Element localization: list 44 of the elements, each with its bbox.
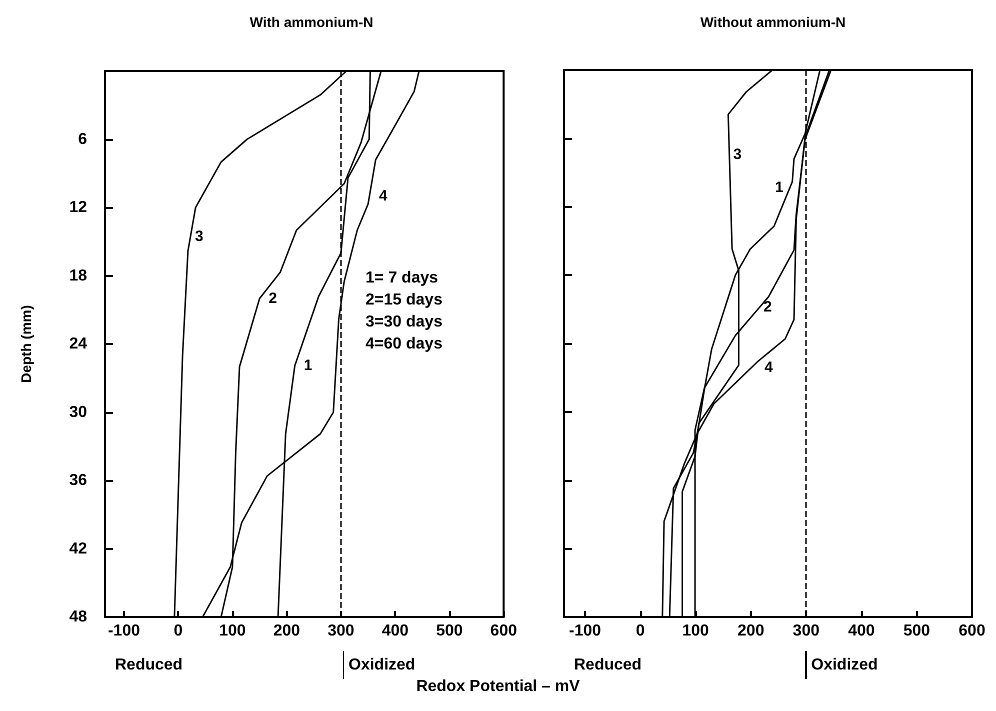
y-tick-label: 42: [69, 540, 88, 558]
x-tick-label: -100: [108, 622, 140, 640]
annotation: 4=60 days: [366, 336, 443, 352]
x-tick-label: 0: [174, 622, 183, 640]
text: Reduced: [115, 656, 183, 674]
y-tick-label: 24: [69, 336, 88, 352]
x-tick-label: 300: [328, 622, 354, 640]
annotation: 3=30 days: [366, 314, 443, 330]
y-tick-label: 30: [69, 404, 88, 421]
series-label: 3: [194, 228, 204, 246]
y-tick-label: 36: [69, 472, 88, 489]
x-tick-label: 300: [792, 622, 820, 640]
y-tick-label: 12: [69, 199, 88, 216]
series-label: 4: [764, 359, 774, 376]
x-tick-label: -100: [568, 622, 602, 640]
chart-title: With ammonium-N: [250, 14, 374, 30]
y-tick-label: 48: [69, 608, 88, 626]
series-label: 2: [764, 298, 772, 316]
x-tick-label: 500: [903, 622, 930, 640]
x-tick-label: 500: [436, 622, 463, 640]
x-tick-label: 400: [848, 622, 875, 640]
y-tick-label: 18: [69, 267, 88, 284]
legend-label: Oxidized: [811, 656, 878, 674]
y-axis-title: Depth (mm): [18, 305, 34, 383]
series-label: 4: [379, 188, 388, 205]
series-label: 3: [733, 146, 742, 163]
x-tick-label: 100: [682, 622, 710, 640]
chart-title: Without ammonium-N: [700, 14, 846, 30]
annotation: 1= 7 days: [366, 270, 438, 286]
text: Reduced: [574, 656, 642, 674]
series-label: 1: [774, 179, 784, 196]
annotation: 2=15 days: [366, 292, 443, 308]
x-tick-label: 200: [273, 622, 300, 640]
y-tick-label: 6: [78, 130, 88, 148]
x-axis-title: Redox Potential – mV: [415, 678, 581, 696]
x-tick-label: 200: [738, 622, 764, 640]
series-label: 1: [304, 357, 312, 374]
x-tick-label: 0: [636, 622, 645, 640]
x-tick-label: 600: [958, 622, 986, 640]
x-tick-label: 100: [219, 622, 246, 640]
x-tick-label: 400: [382, 622, 409, 640]
series-label: 2: [268, 290, 277, 307]
legend-label: Oxidized: [348, 656, 416, 674]
x-tick-label: 600: [490, 622, 518, 640]
